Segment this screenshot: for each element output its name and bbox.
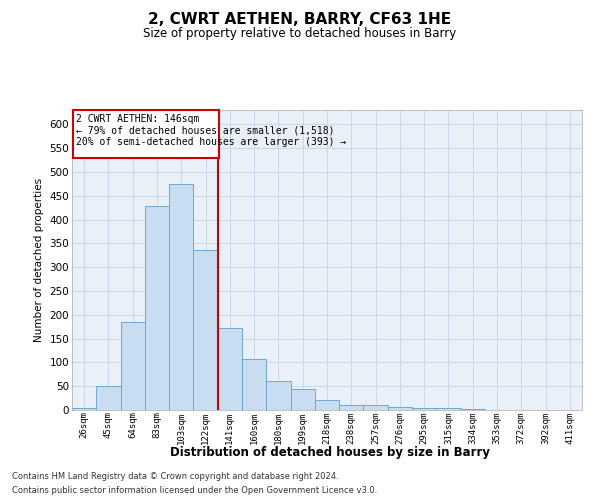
Text: 2 CWRT AETHEN: 146sqm
← 79% of detached houses are smaller (1,518)
20% of semi-d: 2 CWRT AETHEN: 146sqm ← 79% of detached … [76,114,346,147]
Bar [73,110,219,158]
Bar [339,405,364,410]
Bar [72,408,96,410]
Bar [290,389,315,410]
Bar [218,328,242,410]
Bar [193,250,218,410]
Bar [242,359,266,410]
Y-axis label: Number of detached properties: Number of detached properties [34,178,44,342]
Bar [461,409,485,410]
Bar [388,406,412,410]
Text: Distribution of detached houses by size in Barry: Distribution of detached houses by size … [170,446,490,459]
Bar [121,322,145,410]
Bar [145,206,169,410]
Bar [266,381,290,410]
Bar [96,386,121,410]
Bar [364,405,388,410]
Bar [412,408,436,410]
Bar [169,184,193,410]
Text: Contains HM Land Registry data © Crown copyright and database right 2024.: Contains HM Land Registry data © Crown c… [12,472,338,481]
Bar [315,400,339,410]
Text: Size of property relative to detached houses in Barry: Size of property relative to detached ho… [143,28,457,40]
Text: Contains public sector information licensed under the Open Government Licence v3: Contains public sector information licen… [12,486,377,495]
Text: 2, CWRT AETHEN, BARRY, CF63 1HE: 2, CWRT AETHEN, BARRY, CF63 1HE [148,12,452,28]
Bar [436,408,461,410]
